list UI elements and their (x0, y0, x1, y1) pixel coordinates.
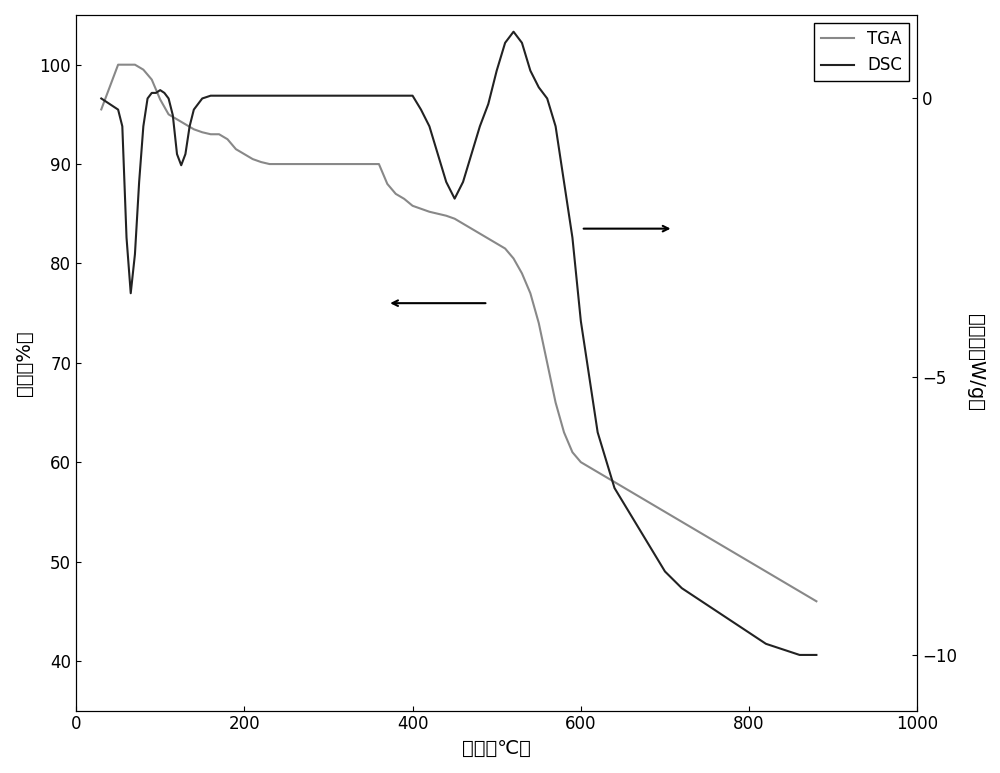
TGA (398, 194, 410, 203)
DSC (432, 149, 444, 158)
TGA (810, 597, 822, 606)
Y-axis label: 质量（%）: 质量（%） (15, 330, 34, 396)
Line: TGA: TGA (101, 65, 816, 601)
DSC (457, 177, 469, 186)
TGA (558, 427, 570, 437)
DSC (676, 584, 688, 593)
Line: DSC: DSC (101, 32, 816, 655)
Legend: TGA, DSC: TGA, DSC (814, 23, 909, 81)
TGA (112, 60, 124, 70)
Y-axis label: 热流率（W/g）: 热流率（W/g） (966, 315, 985, 411)
TGA (280, 159, 292, 169)
TGA (95, 105, 107, 114)
TGA (129, 60, 141, 70)
DSC (423, 121, 435, 131)
TGA (760, 567, 772, 576)
DSC (794, 650, 806, 659)
DSC (482, 100, 494, 109)
DSC (322, 91, 334, 100)
DSC (810, 650, 822, 659)
TGA (465, 224, 477, 233)
DSC (508, 27, 520, 36)
X-axis label: 温度（℃）: 温度（℃） (462, 739, 531, 758)
DSC (95, 94, 107, 103)
